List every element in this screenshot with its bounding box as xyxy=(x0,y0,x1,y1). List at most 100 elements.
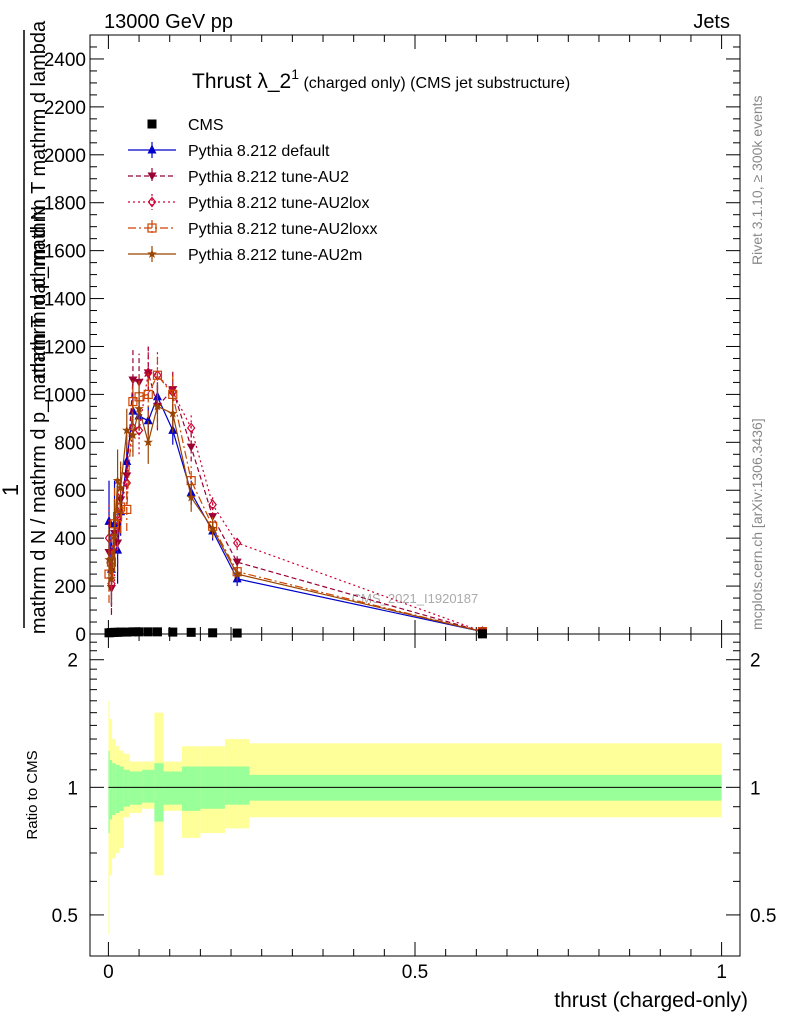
pythia-8-212-tune-au2lox-point xyxy=(122,477,132,489)
pythia-8-212-tune-au2m-point xyxy=(168,408,178,418)
ratio-stat-band-bin xyxy=(142,769,155,803)
ratio-y-tick-label: 0.5 xyxy=(52,906,78,927)
ratio-stat-band-bin xyxy=(163,771,182,805)
ratio-stat-band-bin xyxy=(135,771,143,805)
legend-label-pythia-8-212-tune-au2m: Pythia 8.212 tune-AU2m xyxy=(188,247,362,264)
pythia-8-212-tune-au2loxx-point xyxy=(143,389,153,399)
cms-point xyxy=(116,627,126,637)
pythia-8-212-tune-au2m-point xyxy=(152,401,163,411)
legend-label-cms: CMS xyxy=(188,117,224,134)
x-tick-label: 1 xyxy=(716,962,727,983)
cms-point xyxy=(232,628,242,638)
pythia-8-212-tune-au2lox-point xyxy=(186,422,196,434)
legend-marker-pythia-8-212-tune-au2lox xyxy=(147,196,157,208)
y-tick-label: 2200 xyxy=(44,98,86,119)
pythia-8-212-tune-au2loxx-point xyxy=(152,370,163,380)
title-main: Thrust λ_2 xyxy=(192,70,291,93)
cms-point xyxy=(143,627,153,637)
y-tick-label: 0 xyxy=(75,625,86,646)
legend-label-pythia-8-212-default: Pythia 8.212 default xyxy=(188,143,330,160)
series-5 xyxy=(104,384,488,636)
ylabel-line-3: mathrm d p_mathrm T mathrm d lambda xyxy=(28,20,50,379)
cms-point xyxy=(122,627,132,637)
pythia-8-212-tune-au2lox-point xyxy=(232,537,242,549)
legend-marker-cms xyxy=(147,119,157,129)
ratio-stat-band-bin xyxy=(115,764,120,813)
pythia-8-212-tune-au2loxx-point xyxy=(128,396,138,407)
cms-point xyxy=(186,627,196,637)
process-label: Jets xyxy=(693,11,730,33)
ratio-stat-band-bin xyxy=(129,771,136,805)
pythia-8-212-tune-au2m-point xyxy=(186,492,196,502)
ratio-stat-band-bin xyxy=(109,760,113,820)
pythia-8-212-tune-au2-line xyxy=(108,371,483,633)
ylabel-line-1: 1 xyxy=(0,484,23,496)
ratio-stat-band-bin xyxy=(119,766,124,811)
legend-marker-pythia-8-212-tune-au2loxx xyxy=(147,223,157,233)
pythia-8-212-tune-au2-point xyxy=(128,376,138,385)
pythia-8-212-tune-au2m-point xyxy=(134,403,144,413)
ratio-stat-band-bin xyxy=(112,763,116,816)
pythia-8-212-tune-au2m-point xyxy=(104,554,114,564)
pythia-8-212-tune-au2-point xyxy=(186,443,196,452)
cms-point xyxy=(168,627,178,637)
y-tick-label: 1400 xyxy=(44,290,86,311)
ratio-y-tick-label-right: 0.5 xyxy=(750,906,776,927)
x-tick-label: 0.5 xyxy=(402,962,428,983)
xlabel: thrust (charged-only) xyxy=(554,989,748,1012)
y-tick-label: 2000 xyxy=(44,146,86,167)
pythia-8-212-tune-au2-point xyxy=(122,472,132,481)
ratio-stat-band-bin xyxy=(181,766,201,811)
legend-marker-pythia-8-212-default xyxy=(147,144,157,154)
pythia-8-212-tune-au2m-point xyxy=(106,573,117,583)
main-axes: 0 200 400 600 800 1000 1200 1400 1600 1800 2000 220… xyxy=(44,34,740,646)
legend: CMS Pythia 8.212 default Pythia 8.212 tune… xyxy=(128,117,377,264)
legend-marker-pythia-8-212-tune-au2m xyxy=(147,249,157,258)
ratio-y-tick-label: 1 xyxy=(67,778,78,799)
pythia-8-212-tune-au2-point xyxy=(232,558,242,567)
series-layer xyxy=(104,346,488,639)
ratio-y-tick-label: 2 xyxy=(67,651,78,672)
ratio-y-tick-label-right: 2 xyxy=(750,651,761,672)
cms-point xyxy=(134,627,144,637)
y-tick-label: 1800 xyxy=(44,194,86,215)
y-tick-label: 200 xyxy=(54,577,86,598)
pythia-8-212-tune-au2lox-point xyxy=(143,367,153,379)
x-tick-label: 0 xyxy=(103,962,114,983)
pythia-8-212-tune-au2m-point xyxy=(232,569,242,579)
pythia-8-212-tune-au2lox-point xyxy=(134,424,144,436)
legend-label-pythia-8-212-tune-au2lox: Pythia 8.212 tune-AU2lox xyxy=(188,195,369,212)
legend-label-pythia-8-212-tune-au2: Pythia 8.212 tune-AU2 xyxy=(188,169,349,186)
y-tick-label: 2400 xyxy=(44,50,86,71)
ratio-ylabel: Ratio to CMS xyxy=(24,750,41,839)
series-0 xyxy=(104,627,487,639)
y-tick-label: 1000 xyxy=(44,385,86,406)
pythia-8-212-tune-au2lox-point xyxy=(208,499,217,511)
ratio-stat-band-bin xyxy=(123,769,130,807)
ratio-axes: 0.5 0.5 1 1 2 2 0 0.5 1 xyxy=(52,634,776,983)
pythia-8-212-tune-au2m-point xyxy=(128,430,138,440)
pythia-8-212-tune-au2loxx-point xyxy=(112,511,123,522)
pythia-8-212-tune-au2m-point xyxy=(112,475,123,485)
pythia-8-212-tune-au2m-point xyxy=(143,437,153,447)
analysis-watermark: CMS_2021_I1920187 xyxy=(352,591,479,606)
ratio-stat-band-bin xyxy=(224,766,250,805)
y-tick-label: 1600 xyxy=(44,242,86,263)
y-tick-label: 1200 xyxy=(44,337,86,358)
rivet-label: Rivet 3.1.10, ≥ 300k events xyxy=(749,95,765,265)
y-tick-label: 800 xyxy=(54,433,86,454)
legend-label-pythia-8-212-tune-au2loxx: Pythia 8.212 tune-AU2loxx xyxy=(188,221,377,238)
pythia-8-212-tune-au2loxx-point xyxy=(122,504,132,515)
mcplots-label: mcplots.cern.ch [arXiv:1306.3436] xyxy=(749,418,765,630)
cms-point xyxy=(128,627,138,637)
cms-point xyxy=(208,628,218,638)
cms-point xyxy=(477,629,487,639)
main-ylabel: 1 mathrm d N / mathrm d p_mathrm T mathr… xyxy=(0,20,50,634)
pythia-8-212-tune-au2m-point xyxy=(207,523,218,533)
ratio-stat-band-bin xyxy=(154,763,164,822)
legend-marker-pythia-8-212-tune-au2 xyxy=(147,172,157,181)
ratio-bands xyxy=(108,700,722,935)
pythia-8-212-tune-au2m-point xyxy=(115,482,126,492)
pythia-8-212-default-point xyxy=(143,415,153,425)
